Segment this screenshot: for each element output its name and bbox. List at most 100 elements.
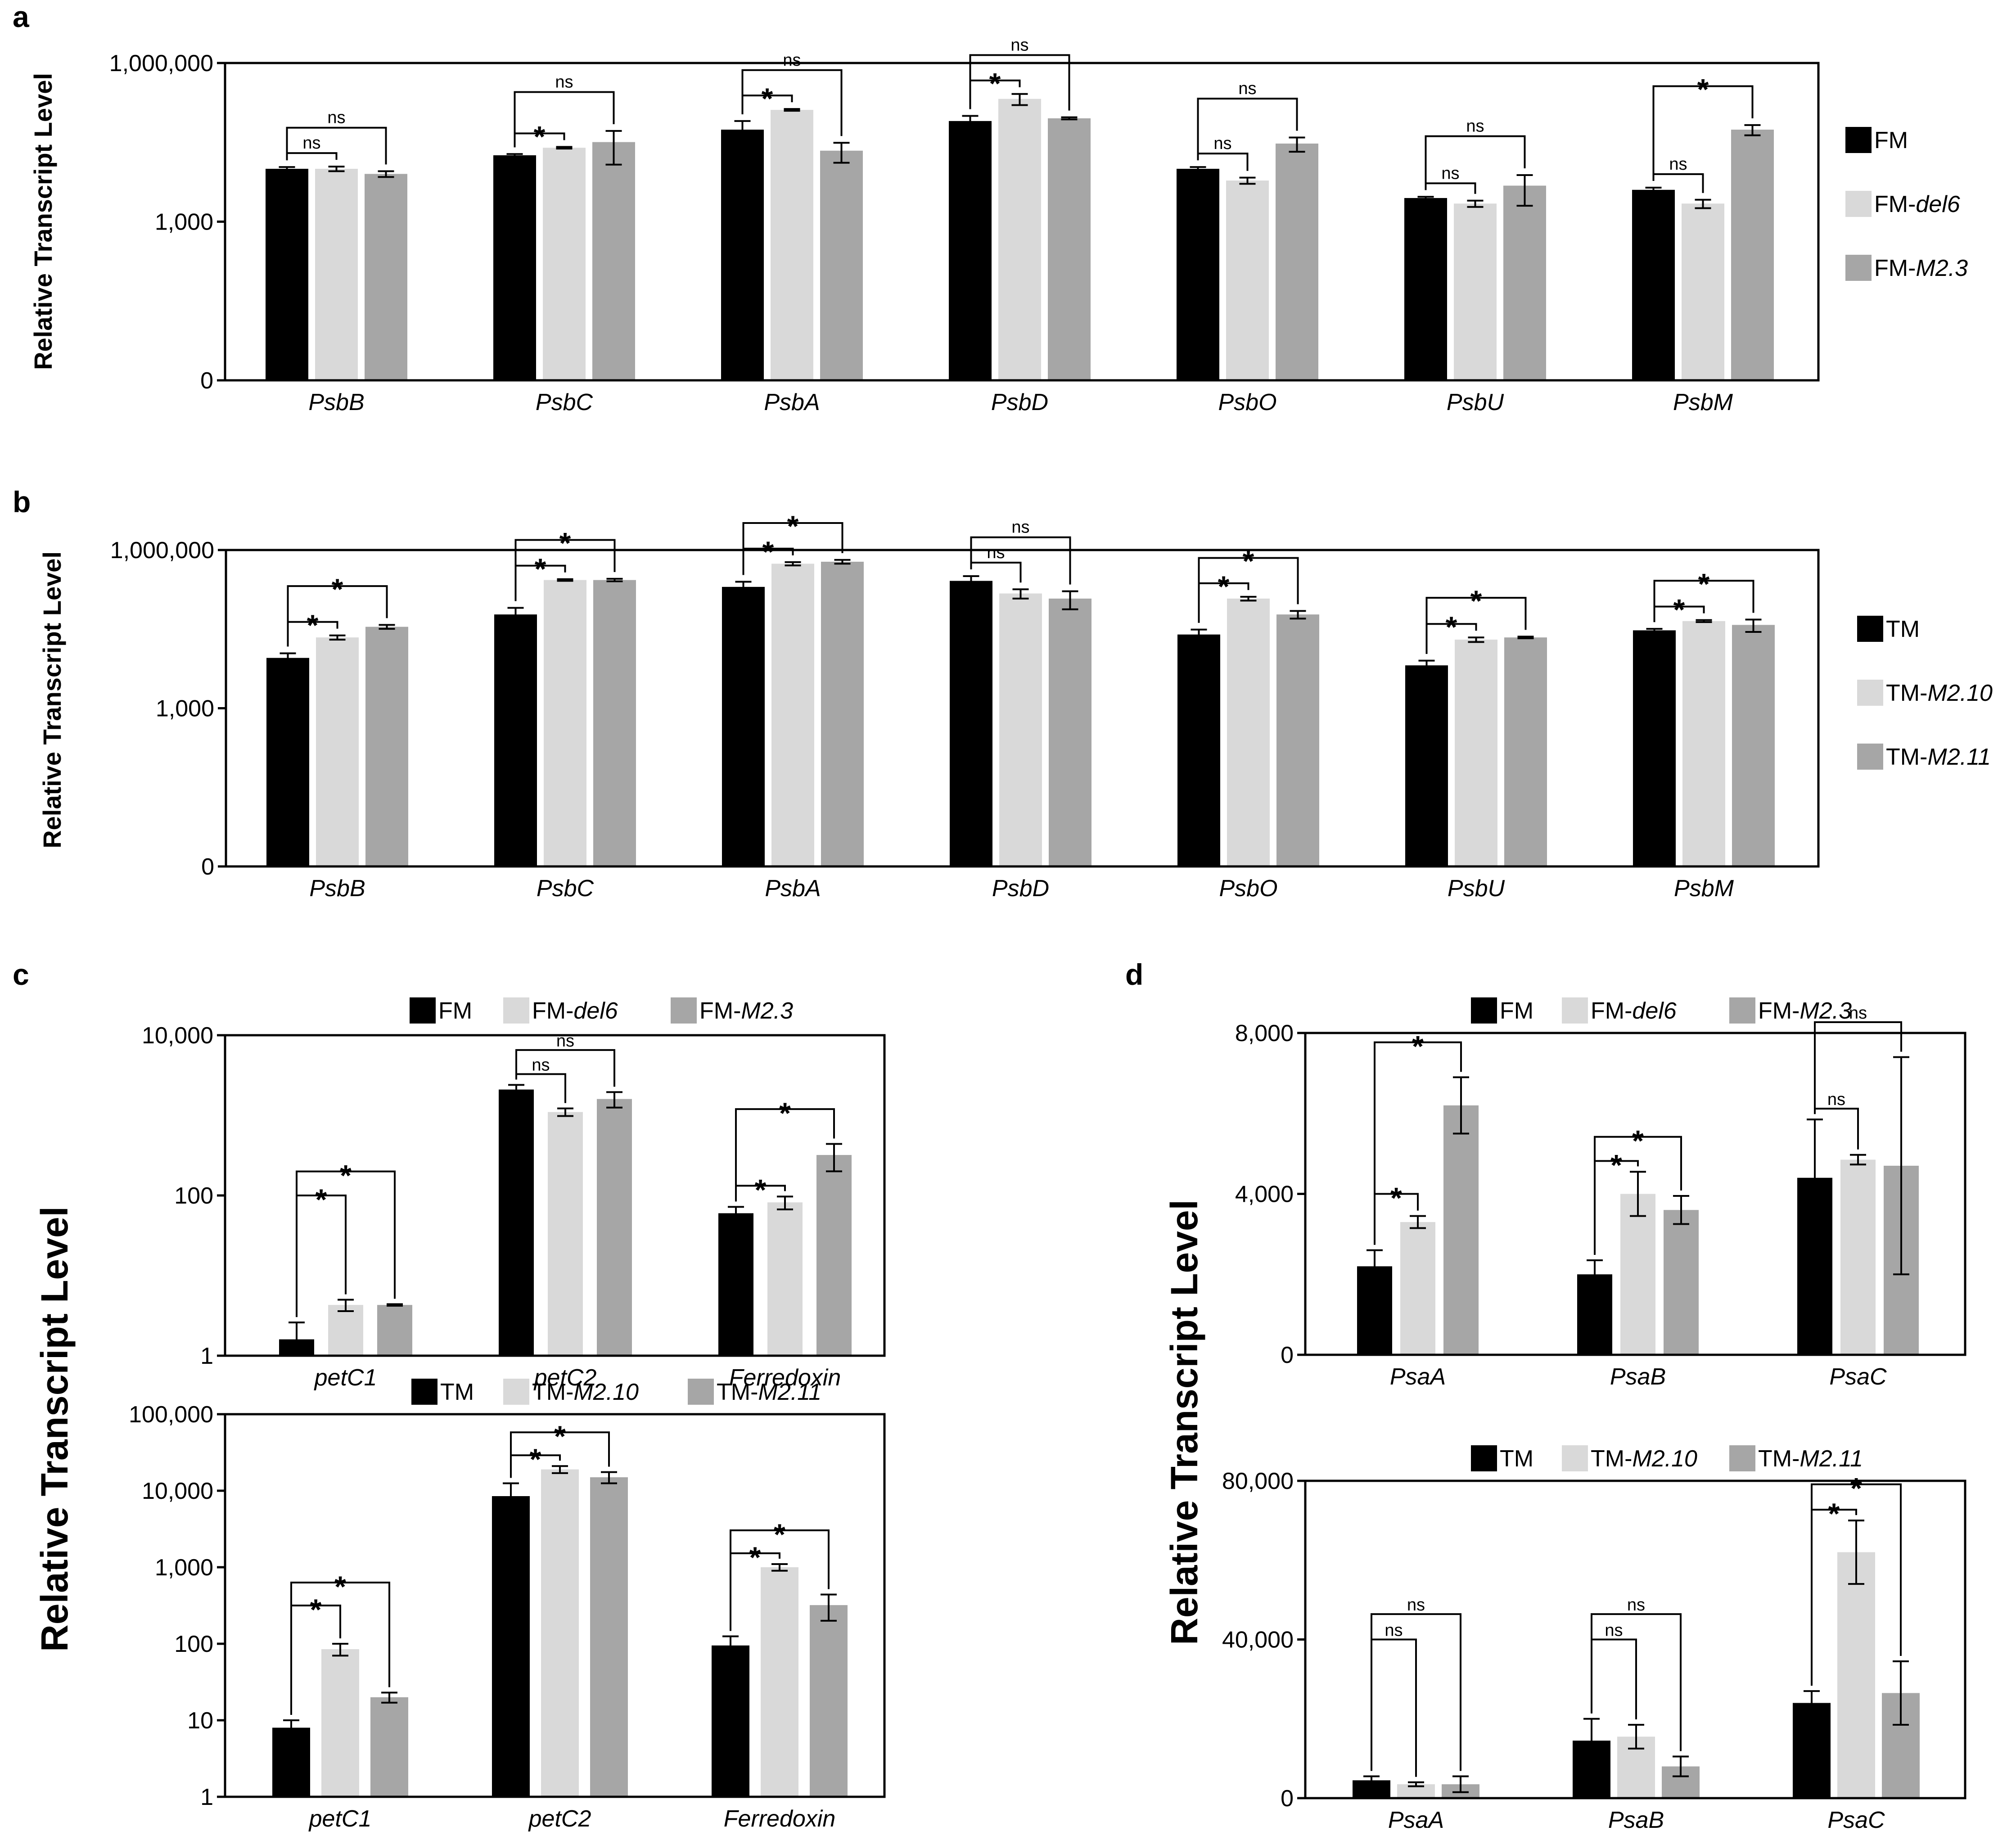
bar-PsbM-0 bbox=[1632, 189, 1675, 380]
legend-swatch-0 bbox=[1471, 997, 1497, 1024]
plot-frame bbox=[1304, 1032, 1966, 1356]
bar-petC1-1 bbox=[328, 1305, 363, 1356]
bar-PsbU-0 bbox=[1404, 198, 1447, 380]
significance-label: * bbox=[1610, 1148, 1622, 1182]
significance-label: ns bbox=[1385, 1621, 1403, 1640]
bar-PsbB-0 bbox=[266, 169, 308, 380]
significance-label: * bbox=[534, 120, 546, 153]
y-axis-label: Relative Transcript Level bbox=[38, 551, 66, 848]
significance-label: ns bbox=[1627, 1596, 1645, 1615]
legend-label-2: FM-M2.3 bbox=[699, 998, 793, 1024]
bar-petC2-2 bbox=[597, 1099, 632, 1356]
significance-label: * bbox=[554, 1420, 566, 1453]
significance-label: * bbox=[749, 1541, 761, 1574]
legend-label-0: TM bbox=[1886, 616, 1920, 642]
bar-PsbC-0 bbox=[494, 614, 537, 866]
legend-label-part: TM- bbox=[1758, 1446, 1800, 1472]
legend-label-part: FM- bbox=[1591, 998, 1632, 1024]
y-tick-label: 0 bbox=[201, 854, 214, 880]
legend-label-2: TM-M2.11 bbox=[1886, 744, 1991, 770]
legend-label-part: FM bbox=[1874, 127, 1908, 153]
legend-swatch-0 bbox=[411, 1379, 437, 1405]
x-category-label: petC1 bbox=[308, 1806, 372, 1832]
bar-Ferredoxin-2 bbox=[816, 1155, 852, 1356]
bar-PsbD-1 bbox=[999, 593, 1042, 866]
significance-bracket bbox=[1653, 580, 1754, 622]
bar-PsaC-1 bbox=[1837, 1552, 1875, 1798]
legend-swatch-1 bbox=[503, 997, 529, 1024]
significance-label: * bbox=[1390, 1182, 1402, 1215]
legend-label-part: M2.11 bbox=[758, 1379, 821, 1405]
significance-label: * bbox=[989, 67, 1001, 100]
significance-bracket bbox=[286, 126, 387, 165]
x-category-label: PsbB bbox=[309, 875, 365, 902]
significance-bracket bbox=[969, 54, 1070, 111]
x-category-label: PsbM bbox=[1674, 875, 1734, 902]
x-category-label: PsbO bbox=[1219, 875, 1277, 902]
bar-PsbD-1 bbox=[998, 99, 1041, 381]
y-tick-label: 100 bbox=[174, 1631, 213, 1657]
legend-label-part: FM- bbox=[699, 998, 741, 1024]
legend-label-part: M2.3 bbox=[1800, 998, 1852, 1024]
x-category-label: Ferredoxin bbox=[729, 1365, 841, 1391]
bar-petC1-2 bbox=[370, 1697, 408, 1797]
significance-label: * bbox=[334, 1570, 346, 1603]
bar-petC1-2 bbox=[377, 1305, 412, 1356]
bar-PsbO-1 bbox=[1227, 598, 1270, 866]
significance-label: * bbox=[1470, 584, 1482, 618]
plot-frame bbox=[1304, 1479, 1966, 1799]
significance-label: * bbox=[1698, 567, 1710, 600]
bar-PsbB-1 bbox=[316, 637, 359, 866]
legend-label-1: TM-M2.10 bbox=[1886, 680, 1993, 706]
significance-label: * bbox=[310, 1593, 322, 1626]
legend-label-1: FM-del6 bbox=[1874, 191, 1960, 217]
legend-swatch-2 bbox=[1729, 997, 1755, 1024]
significance-label: ns bbox=[1011, 518, 1029, 537]
bar-PsbB-2 bbox=[365, 627, 408, 866]
significance-label: ns bbox=[1827, 1090, 1845, 1109]
bar-Ferredoxin-0 bbox=[718, 1213, 753, 1356]
significance-label: * bbox=[755, 1173, 767, 1206]
legend-label-1: FM-del6 bbox=[532, 998, 618, 1024]
bar-PsbO-0 bbox=[1177, 169, 1219, 380]
legend-label-part: TM- bbox=[1886, 744, 1927, 770]
legend-label-part: TM bbox=[1500, 1446, 1533, 1472]
panel-c-bottom: 1 10 100 1,000 10,000 100,000 petC1 petC2 Ferred… bbox=[129, 1379, 886, 1832]
bar-PsbU-0 bbox=[1405, 665, 1448, 866]
significance-label: * bbox=[1218, 570, 1230, 603]
bar-PsaB-2 bbox=[1664, 1210, 1699, 1355]
significance-label: * bbox=[762, 82, 773, 115]
plot-frame bbox=[224, 1413, 886, 1798]
bar-petC2-1 bbox=[548, 1112, 583, 1356]
legend-label-part: TM- bbox=[717, 1379, 758, 1405]
bar-petC2-1 bbox=[541, 1469, 579, 1797]
y-tick-label: 1,000 bbox=[156, 696, 214, 722]
significance-label: ns bbox=[1669, 155, 1687, 174]
x-category-label: PsaB bbox=[1610, 1364, 1666, 1390]
legend-label-part: FM bbox=[1500, 998, 1533, 1024]
bar-PsbD-2 bbox=[1049, 598, 1091, 866]
legend-swatch-2 bbox=[1845, 255, 1872, 281]
legend-label-part: TM bbox=[1886, 616, 1920, 642]
bar-PsbO-1 bbox=[1226, 180, 1269, 380]
bar-PsbA-1 bbox=[771, 564, 814, 866]
significance-bracket bbox=[741, 69, 843, 136]
x-category-label: PsbU bbox=[1447, 389, 1504, 415]
bar-PsbM-0 bbox=[1633, 630, 1676, 866]
significance-label: * bbox=[1632, 1124, 1644, 1158]
bar-PsaC-1 bbox=[1840, 1159, 1876, 1355]
significance-bracket bbox=[1425, 597, 1527, 654]
panel-letter: b bbox=[13, 485, 31, 519]
y-tick-label: 100,000 bbox=[129, 1402, 213, 1428]
significance-bracket bbox=[287, 585, 388, 647]
legend-label-part: FM- bbox=[532, 998, 573, 1024]
bar-PsbO-2 bbox=[1276, 143, 1318, 381]
bar-PsbB-1 bbox=[315, 169, 358, 380]
legend-label-2: FM-M2.3 bbox=[1874, 255, 1968, 281]
y-tick-label: 1,000 bbox=[155, 209, 213, 235]
bar-PsbA-2 bbox=[820, 150, 863, 380]
plot-frame bbox=[225, 549, 1820, 868]
y-axis-label: Relative Transcript Level bbox=[33, 1206, 76, 1652]
legend-label-2: FM-M2.3 bbox=[1758, 998, 1852, 1024]
y-tick-label: 1,000,000 bbox=[109, 50, 213, 77]
